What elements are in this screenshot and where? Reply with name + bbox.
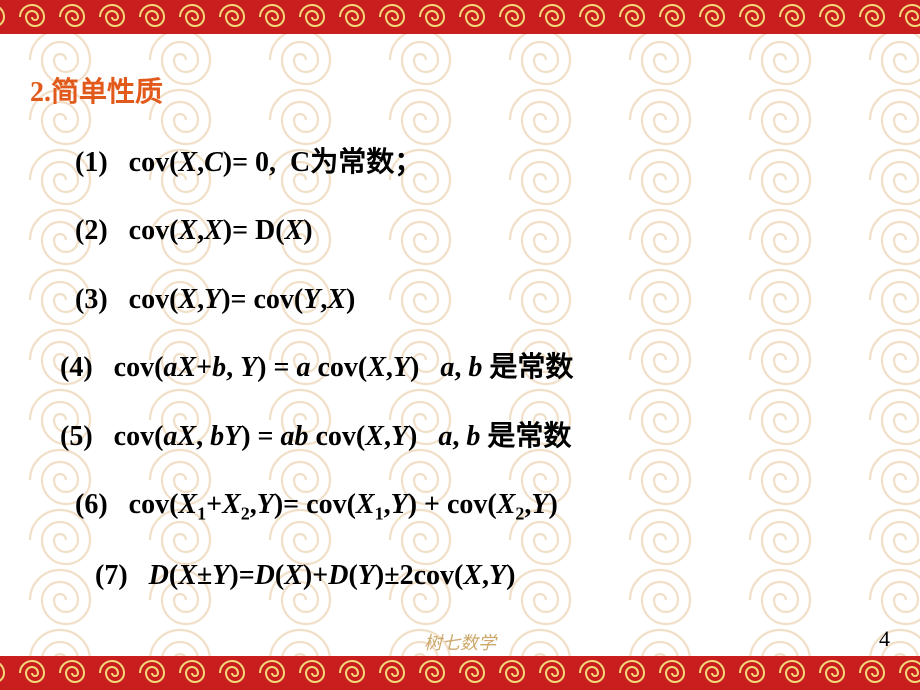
slide-content: 2.简单性质 (1) cov(X,C)= 0, C为常数； (2) cov(X,X… (0, 0, 920, 594)
property-5: (5) cov(aX, bY) = ab cov(X,Y) a, b 是常数 (60, 419, 885, 455)
property-6: (6) cov(X1+X2,Y)= cov(X1,Y) + cov(X2,Y) (75, 487, 885, 526)
property-1: (1) cov(X,C)= 0, C为常数； (75, 145, 885, 181)
footer-watermark: 树七数学 (424, 629, 496, 655)
property-4: (4) cov(aX+b, Y) = a cov(X,Y) a, b 是常数 (60, 350, 885, 386)
page-number: 4 (879, 626, 890, 652)
property-7: (7) D(X±Y)=D(X)+D(Y)±2cov(X,Y) (95, 558, 885, 594)
decorative-border-top (0, 0, 920, 34)
properties-list: (1) cov(X,C)= 0, C为常数； (2) cov(X,X)= D(X)… (35, 145, 885, 594)
section-heading: 2.简单性质 (30, 70, 885, 110)
property-2: (2) cov(X,X)= D(X) (75, 213, 885, 249)
heading-number: 2. (30, 77, 51, 108)
heading-text: 简单性质 (51, 77, 163, 108)
decorative-border-bottom (0, 656, 920, 690)
property-3: (3) cov(X,Y)= cov(Y,X) (75, 282, 885, 318)
